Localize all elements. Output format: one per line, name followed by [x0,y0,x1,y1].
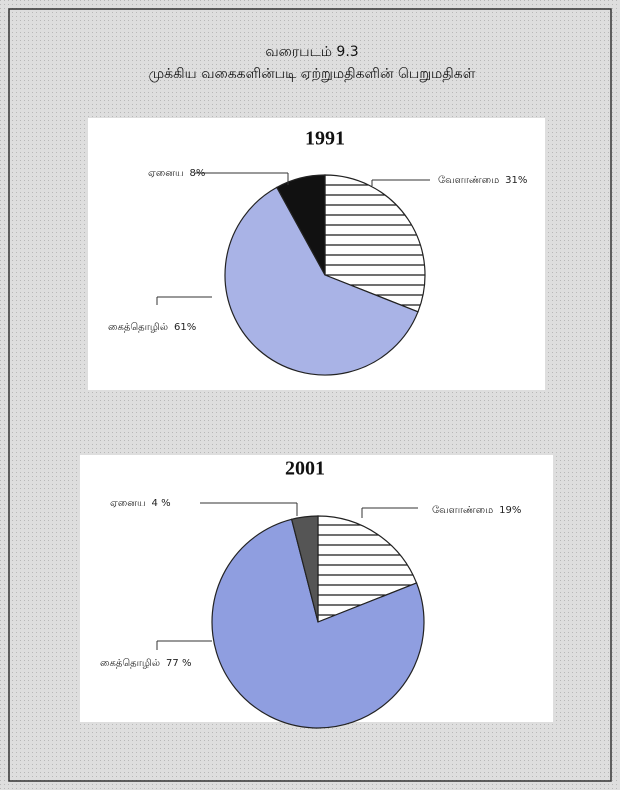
chart-title: 1991 [305,128,345,150]
slice-value-label: 8% [190,168,206,179]
slice-category: வேளாண்மை [432,505,493,516]
slice-value-label: 77 % [166,658,191,669]
figure-subtitle: முக்கிய வகைகளின்படி ஏற்றுமதிகளின் பெறுமத… [149,66,476,82]
slice-value-label: 19% [499,505,521,516]
pie-slice [317,515,418,623]
slice-value-label: 4 % [152,498,171,509]
slice-label: ஏனைய 4 % [110,498,171,509]
slice-category: கைத்தொழில் [108,322,168,333]
pie-slice [211,518,425,729]
slice-value-label: 61% [174,322,196,333]
slice-label: கைத்தொழில் 77 % [100,658,191,669]
slice-label: கைத்தொழில் 61% [108,322,196,333]
chart-title: 2001 [285,458,325,480]
slice-category: ஏனைய [110,498,146,509]
pie-slice [324,174,426,313]
slice-value-label: 31% [505,175,527,186]
slice-label: வேளாண்மை 31% [438,175,527,186]
slice-label: ஏனைய 8% [148,168,205,179]
pie-slice [290,515,319,623]
pie-slice [276,174,326,276]
slice-category: ஏனைய [148,168,184,179]
pie-slice [224,186,419,376]
figure-title: வரைபடம் 9.3 [265,44,358,60]
slice-label: வேளாண்மை 19% [432,505,521,516]
slice-category: வேளாண்மை [438,175,499,186]
slice-category: கைத்தொழில் [100,658,160,669]
frame [8,8,612,782]
